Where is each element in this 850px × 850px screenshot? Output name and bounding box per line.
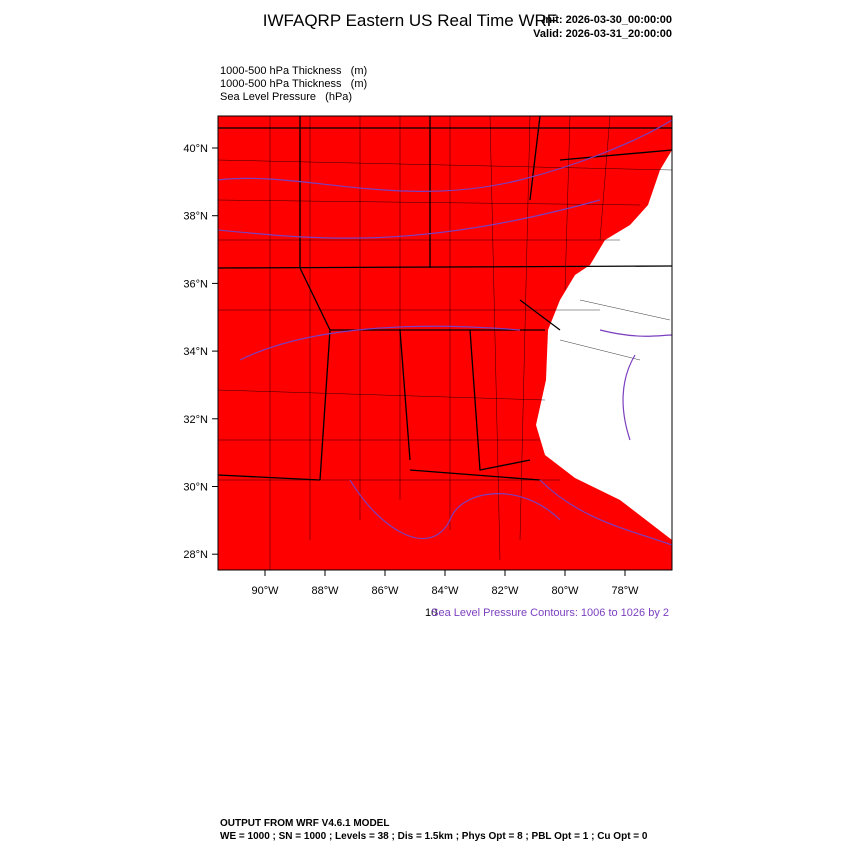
lon-label: 88°W [311,585,339,597]
lat-label: 38°N [183,211,208,223]
lon-label: 82°W [491,585,519,597]
lat-label: 34°N [183,346,208,358]
lon-label: 86°W [371,585,399,597]
state-borders [217,115,673,481]
field-label: 1000-500 hPa Thickness (m) [220,65,367,77]
map [217,115,673,571]
contour-note: Sea Level Pressure Contours: 1006 to 102… [431,607,669,619]
title: IWFAQRP Eastern US Real Time WRF [263,11,557,30]
lon-label: 84°W [431,585,459,597]
slp-contours [217,119,673,546]
valid-time: Valid: 2026-03-31_20:00:00 [533,28,672,40]
init-time: Init: 2026-03-30_00:00:00 [542,14,672,26]
axis-labels: 40°N 38°N 36°N 34°N 32°N 30°N 28°N 90°W 88°W 86°W… [183,143,639,597]
lon-label: 90°W [251,585,279,597]
unfilled-area [536,150,672,540]
lat-label: 28°N [183,549,208,561]
field-label: Sea Level Pressure (hPa) [220,91,352,103]
lat-label: 30°N [183,482,208,494]
footer-line: OUTPUT FROM WRF V4.6.1 MODEL [220,818,389,829]
lat-label: 32°N [183,414,208,426]
lon-label: 78°W [611,585,639,597]
lon-label: 80°W [551,585,579,597]
lat-label: 36°N [183,278,208,290]
lat-label: 40°N [183,143,208,155]
footer-line: WE = 1000 ; SN = 1000 ; Levels = 38 ; Di… [220,831,648,842]
field-label: 1000-500 hPa Thickness (m) [220,78,367,90]
county-borders [217,115,673,570]
contour-prefix: 10 [425,607,437,619]
